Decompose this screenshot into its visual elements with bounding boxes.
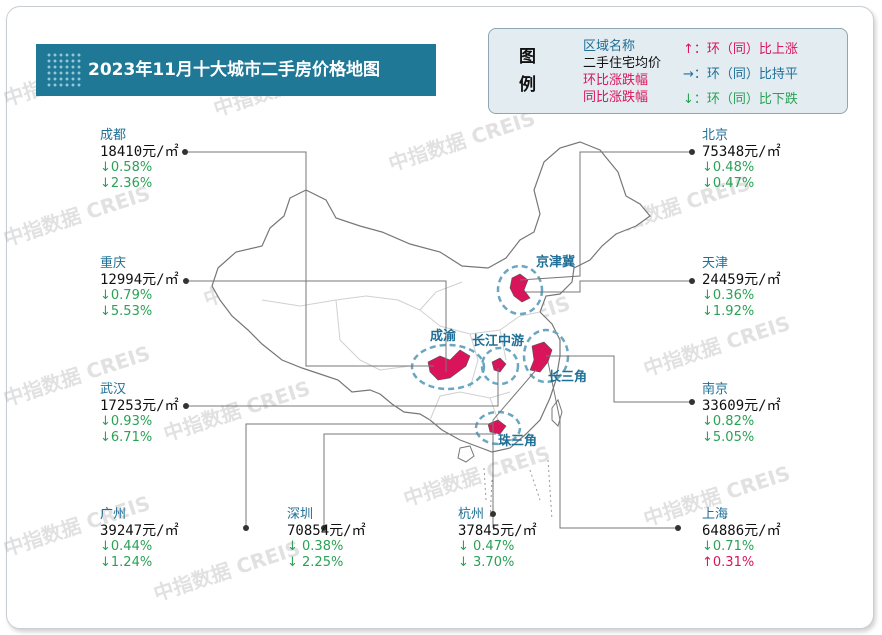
city-name: 南京 bbox=[702, 382, 729, 397]
city-chengdu: 成都 18410元/㎡ ↓0.58% ↓2.36% bbox=[100, 128, 179, 192]
city-name: 上海 bbox=[702, 507, 729, 522]
city-mom: ↓0.93% bbox=[100, 414, 153, 429]
dot-grid-icon bbox=[46, 52, 82, 88]
hainan bbox=[457, 445, 475, 463]
city-yoy: ↓ 2.25% bbox=[287, 555, 344, 570]
city-mom: ↓0.58% bbox=[100, 160, 153, 175]
city-beijing: 北京 75348元/㎡ ↓0.48% ↓0.47% bbox=[702, 128, 781, 192]
city-chongqing: 重庆 12994元/㎡ ↓0.79% ↓5.53% bbox=[100, 256, 179, 320]
city-hangzhou: 杭州 37845元/㎡ ↓ 0.47% ↓ 3.70% bbox=[458, 507, 537, 571]
legend-avg-price: 二手住宅均价 bbox=[583, 56, 662, 71]
city-shanghai: 上海 64886元/㎡ ↓0.71% ↑0.31% bbox=[702, 507, 781, 571]
region-label-cy: 成渝 bbox=[430, 329, 457, 344]
cjzy-ring bbox=[480, 346, 520, 386]
cy-ring bbox=[410, 343, 486, 391]
page-title: 2023年11月十大城市二手房价格地图 bbox=[88, 60, 380, 80]
region-label-zsj: 珠三角 bbox=[498, 434, 538, 449]
city-price: 37845元/㎡ bbox=[458, 523, 537, 539]
city-name: 深圳 bbox=[287, 507, 314, 522]
city-mom: ↓ 0.38% bbox=[287, 539, 344, 554]
city-yoy: ↓1.92% bbox=[702, 304, 755, 319]
cjzy-cluster-shape bbox=[491, 357, 507, 373]
city-name: 重庆 bbox=[100, 256, 127, 271]
region-label-csj: 长三角 bbox=[548, 370, 588, 385]
city-price: 39247元/㎡ bbox=[100, 523, 179, 539]
city-yoy: ↓ 3.70% bbox=[458, 555, 515, 570]
legend-yoy: 同比涨跌幅 bbox=[583, 90, 649, 105]
city-wuhan: 武汉 17253元/㎡ ↓0.93% ↓6.71% bbox=[100, 382, 179, 446]
legend-heading: 图例 bbox=[519, 47, 536, 95]
city-price: 33609元/㎡ bbox=[702, 398, 781, 414]
city-tianjin: 天津 24459元/㎡ ↓0.36% ↓1.92% bbox=[702, 256, 781, 320]
city-mom: ↓0.79% bbox=[100, 288, 153, 303]
city-name: 广州 bbox=[100, 507, 127, 522]
csj-cluster-shape bbox=[529, 341, 553, 373]
city-price: 12994元/㎡ bbox=[100, 272, 179, 288]
jjj-cluster-shape bbox=[509, 273, 531, 303]
zsj-ring bbox=[474, 410, 522, 446]
city-yoy: ↓5.05% bbox=[702, 430, 755, 445]
legend-down: ↓：环（同）比下跌 bbox=[683, 92, 798, 107]
city-yoy: ↑0.31% bbox=[702, 555, 755, 570]
city-name: 杭州 bbox=[458, 507, 485, 522]
city-yoy: ↓5.53% bbox=[100, 304, 153, 319]
city-yoy: ↓6.71% bbox=[100, 430, 153, 445]
city-mom: ↓0.48% bbox=[702, 160, 755, 175]
city-name: 武汉 bbox=[100, 382, 127, 397]
city-yoy: ↓0.47% bbox=[702, 176, 755, 191]
city-shenzhen: 深圳 70854元/㎡ ↓ 0.38% ↓ 2.25% bbox=[287, 507, 366, 571]
region-label-cjzy: 长江中游 bbox=[472, 334, 525, 349]
city-price: 17253元/㎡ bbox=[100, 398, 179, 414]
title-bar: 2023年11月十大城市二手房价格地图 bbox=[36, 44, 436, 96]
city-price: 64886元/㎡ bbox=[702, 523, 781, 539]
cy-cluster-shape bbox=[427, 349, 471, 381]
city-guangzhou: 广州 39247元/㎡ ↓0.44% ↓1.24% bbox=[100, 507, 179, 571]
city-mom: ↓0.44% bbox=[100, 539, 153, 554]
city-price: 18410元/㎡ bbox=[100, 144, 179, 160]
city-price: 70854元/㎡ bbox=[287, 523, 366, 539]
city-mom: ↓0.71% bbox=[702, 539, 755, 554]
region-label-jjj: 京津冀 bbox=[536, 255, 576, 270]
legend-up: ↑：环（同）比上涨 bbox=[683, 42, 798, 57]
city-price: 24459元/㎡ bbox=[702, 272, 781, 288]
city-name: 北京 bbox=[702, 128, 729, 143]
city-name: 成都 bbox=[100, 128, 127, 143]
city-name: 天津 bbox=[702, 256, 729, 271]
city-mom: ↓0.82% bbox=[702, 414, 755, 429]
city-mom: ↓ 0.47% bbox=[458, 539, 515, 554]
legend-flat: →：环（同）比持平 bbox=[683, 67, 798, 82]
city-price: 75348元/㎡ bbox=[702, 144, 781, 160]
city-nanjing: 南京 33609元/㎡ ↓0.82% ↓5.05% bbox=[702, 382, 781, 446]
jjj-ring bbox=[496, 264, 544, 316]
legend-area-name: 区域名称 bbox=[583, 39, 636, 54]
city-yoy: ↓2.36% bbox=[100, 176, 153, 191]
legend-mom: 环比涨跌幅 bbox=[583, 73, 649, 88]
city-mom: ↓0.36% bbox=[702, 288, 755, 303]
legend-box: 图例 区域名称 二手住宅均价 环比涨跌幅 同比涨跌幅 ↑：环（同）比上涨 →：环… bbox=[488, 28, 848, 114]
city-yoy: ↓1.24% bbox=[100, 555, 153, 570]
